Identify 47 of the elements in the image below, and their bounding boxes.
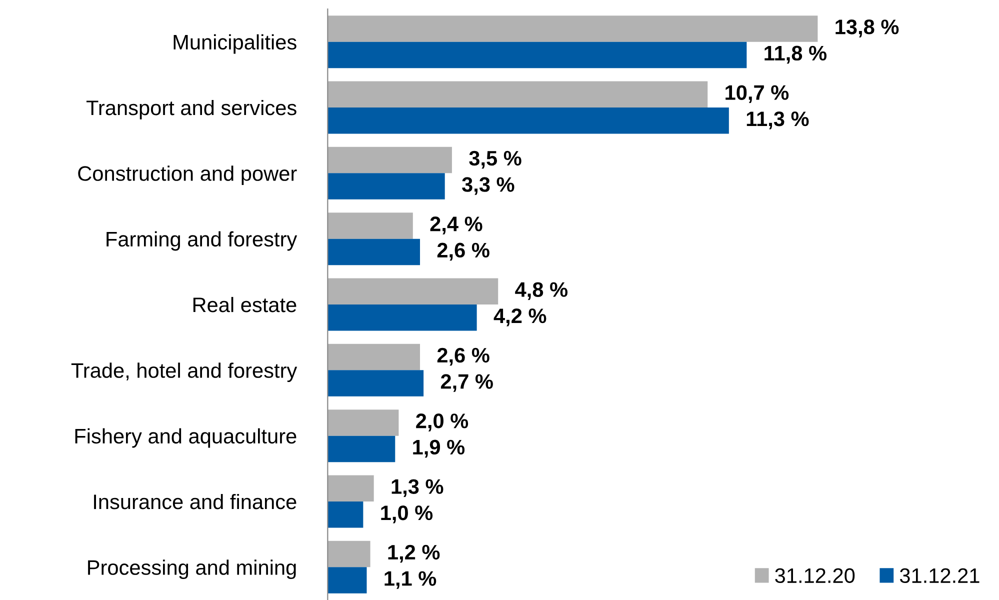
legend-label: 31.12.21 [900,568,980,584]
bar [328,238,420,266]
data-label: 2,0 % [416,414,468,432]
data-label: 10,7 % [726,85,789,103]
bar [328,146,452,174]
data-label: 2,4 % [430,216,482,234]
legend-label: 31.12.20 [775,568,855,584]
bar [328,410,399,436]
data-label: 1,1 % [384,571,436,589]
data-label: 3,3 % [462,177,514,195]
bar [328,16,818,42]
y-tick-label: Real estate [193,296,296,312]
bar [328,81,708,108]
data-label: 1,0 % [381,505,433,524]
data-label: 4,8 % [515,282,568,300]
data-label: 1,2 % [388,544,440,563]
data-label: 3,5 % [469,150,522,169]
data-label: 11,3 % [746,111,809,130]
y-tick-label: Municipalities [174,34,296,54]
bar [328,502,364,528]
bar [328,108,729,134]
bar [328,212,413,239]
bar [328,173,445,200]
bar [328,42,747,68]
y-tick-label: Fishery and aquaculture [75,428,296,448]
data-label: 2,6 % [437,348,490,366]
bar [328,278,498,304]
bar [328,567,367,594]
bar [328,304,477,331]
bar [328,436,396,462]
bar [328,344,420,370]
y-tick-label: Insurance and finance [94,494,296,510]
bar [328,475,374,502]
data-label: 1,9 % [413,440,465,458]
y-tick-label: Processing and mining [88,560,296,580]
data-label: 13,8 % [836,20,899,38]
data-label: 1,3 % [392,479,444,497]
data-label: 2,6 % [437,242,490,261]
bar [328,370,424,396]
bar [328,540,370,568]
data-label: 2,7 % [440,374,493,392]
data-label: 11,8 % [764,46,827,64]
y-tick-label: Transport and services [86,100,296,120]
y-tick-label: Trade, hotel and forestry [71,362,298,382]
y-tick-label: Farming and forestry [106,231,298,251]
y-tick-label: Construction and power [78,166,297,186]
data-label: 4,2 % [494,308,546,326]
